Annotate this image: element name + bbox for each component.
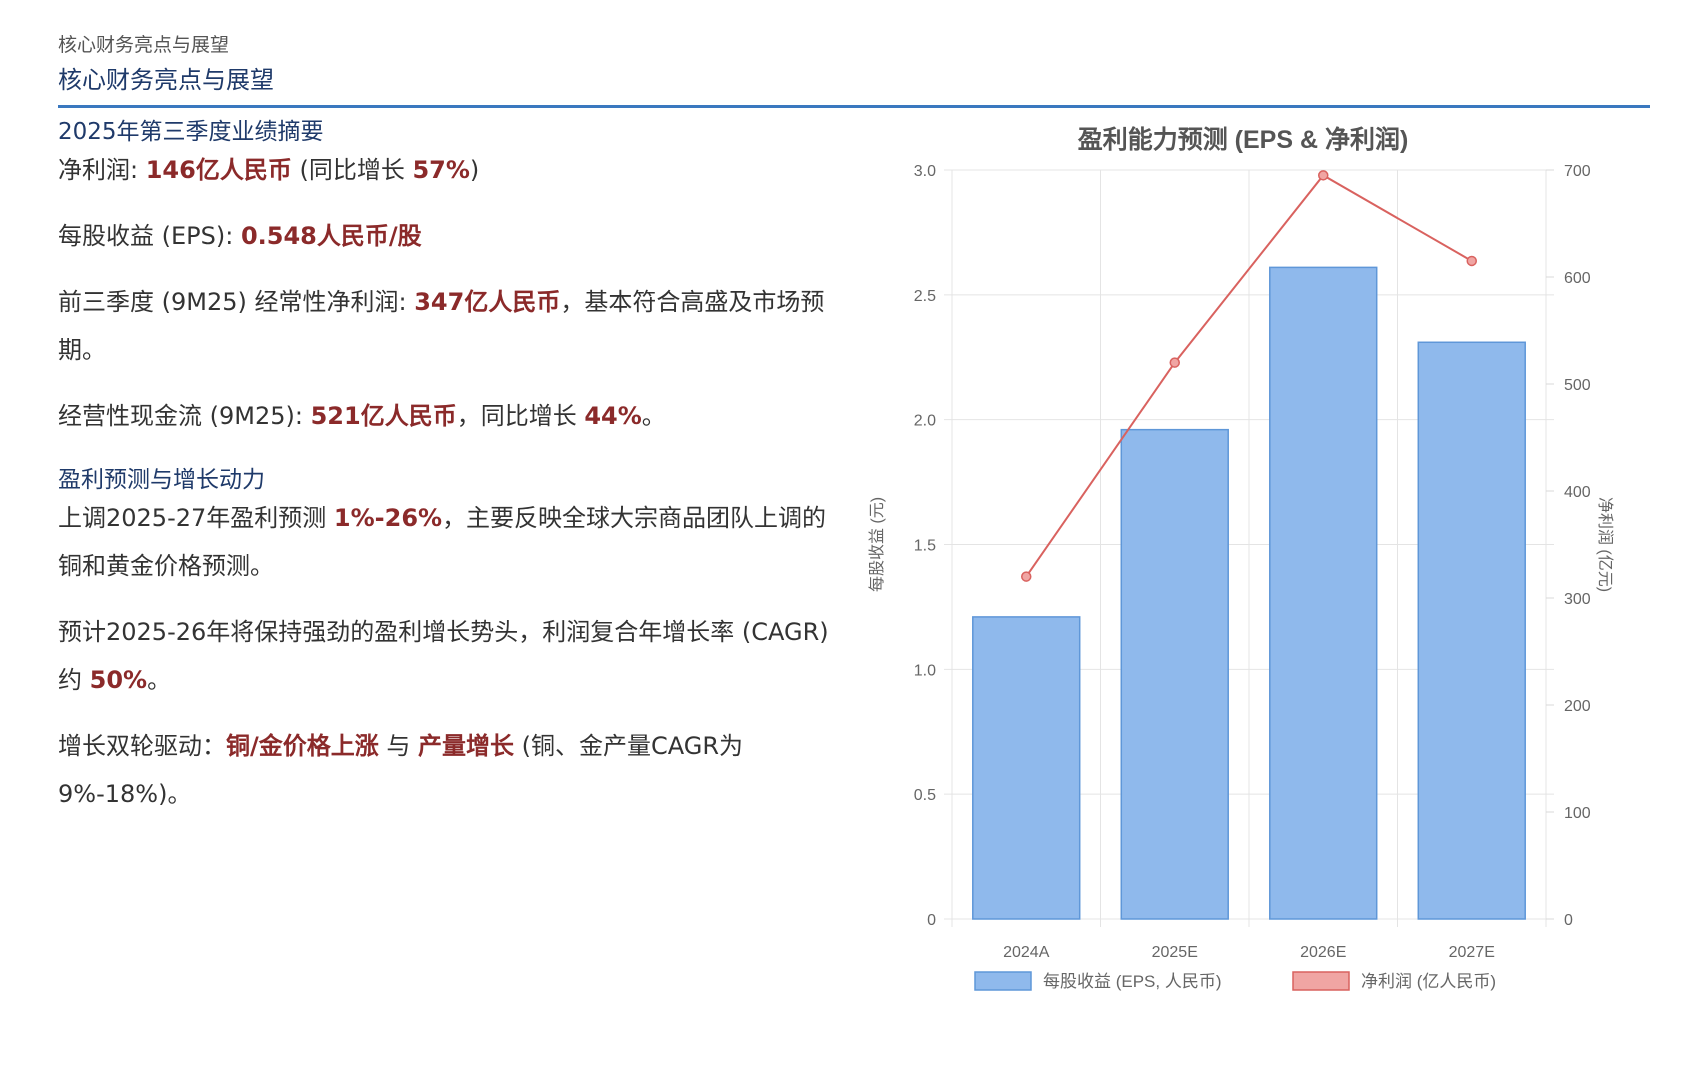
text: 上调2025-27年盈利预测	[58, 504, 334, 532]
forecast-revision-line: 上调2025-27年盈利预测 1%-26%，主要反映全球大宗商品团队上调的铜和黄…	[58, 494, 848, 590]
text: ，主要反映全球大宗商品团队上调的铜和黄金价格预测。	[58, 504, 827, 580]
highlight: 521亿人民币	[310, 402, 457, 430]
highlight: 0.548人民币/股	[240, 222, 422, 250]
y-left-tick-label: 3.0	[914, 163, 936, 180]
legend-label: 净利润 (亿人民币)	[1361, 972, 1496, 991]
legend-label: 每股收益 (EPS, 人民币)	[1043, 972, 1222, 991]
x-tick-label: 2027E	[1449, 944, 1495, 961]
x-tick-label: 2025E	[1152, 944, 1198, 961]
legend-swatch	[1292, 971, 1350, 991]
chart-container: 盈利能力预测 (EPS & 净利润) 0 0.5 1.0 1.5 2.0 2.5 3.0 0 1…	[860, 112, 1694, 1080]
y-left-tick-label: 2.0	[914, 413, 936, 430]
y-left-tick-label: 0.5	[914, 787, 936, 804]
y-left-tick-label: 1.5	[914, 538, 936, 555]
bar-2026E	[1269, 266, 1378, 920]
point-2027E	[1466, 255, 1477, 267]
text: 。	[147, 666, 172, 694]
x-tick-label: 2026E	[1300, 944, 1346, 961]
text: (同比增长	[291, 156, 413, 184]
text: 增长双轮驱动：	[58, 732, 226, 760]
summary-heading: 2025年第三季度业绩摘要	[58, 119, 324, 145]
text: 预计2025-26年将保持强劲的盈利增长势头，利润复合年增长率 (CAGR) 约	[58, 618, 829, 694]
text: 经营性现金流 (9M25):	[58, 402, 311, 430]
text: 每股收益 (EPS):	[58, 222, 241, 250]
bar-2024A	[972, 616, 1081, 920]
text: 净利润:	[58, 156, 146, 184]
legend: 每股收益 (EPS, 人民币) 净利润 (亿人民币)	[974, 971, 1496, 991]
net-profit-line	[1025, 174, 1473, 578]
y-right-tick-label: 700	[1564, 163, 1591, 180]
y-right-tick-label: 500	[1564, 377, 1591, 394]
recurring-profit-line: 前三季度 (9M25) 经常性净利润: 347亿人民币，基本符合高盛及市场预期。	[58, 278, 848, 374]
title-divider	[58, 105, 1650, 108]
text: 前三季度 (9M25) 经常性净利润:	[58, 288, 415, 316]
y-right-axis-title: 净利润 (亿元)	[1596, 497, 1614, 592]
y-right-tick-label: 400	[1564, 484, 1591, 501]
y-right-tick-label: 200	[1564, 698, 1591, 715]
eps-line: 每股收益 (EPS): 0.548人民币/股	[58, 212, 422, 260]
highlight: 347亿人民币	[414, 288, 561, 316]
breadcrumb: 核心财务亮点与展望	[58, 34, 230, 56]
text: ，基本符合高盛及市场预期。	[58, 288, 825, 364]
y-left-tick-label: 1.0	[914, 662, 936, 679]
y-right-tick-label: 0	[1564, 912, 1573, 929]
point-2025E	[1169, 357, 1180, 368]
line-series	[1021, 170, 1477, 582]
bar-2027E	[1417, 341, 1526, 920]
legend-swatch	[974, 971, 1032, 991]
forecast-heading: 盈利预测与增长动力	[58, 467, 265, 493]
y-right-tick-label: 300	[1564, 591, 1591, 608]
page-title: 核心财务亮点与展望	[58, 66, 274, 94]
profit-forecast-chart: 盈利能力预测 (EPS & 净利润) 0 0.5 1.0 1.5 2.0 2.5 3.0 0 1…	[868, 125, 1614, 991]
point-2024A	[1021, 571, 1032, 582]
net-profit-line: 净利润: 146亿人民币 (同比增长 57%)	[58, 146, 479, 194]
y-right-tick-label: 600	[1564, 270, 1591, 287]
y-left-tick-label: 0	[927, 912, 936, 929]
highlight: 44%	[584, 402, 642, 430]
highlight: 铜/金价格上涨	[226, 732, 379, 760]
chart-title: 盈利能力预测 (EPS & 净利润)	[1078, 125, 1409, 154]
y-left-tick-label: 2.5	[914, 288, 936, 305]
y-left-axis-title: 每股收益 (元)	[868, 497, 886, 592]
axes: 0 0.5 1.0 1.5 2.0 2.5 3.0 0 100 200 300 400 500 600 70…	[868, 163, 1614, 961]
cagr-line: 预计2025-26年将保持强劲的盈利增长势头，利润复合年增长率 (CAGR) 约…	[58, 608, 848, 704]
x-tick-label: 2024A	[1003, 944, 1050, 961]
growth-drivers-line: 增长双轮驱动：铜/金价格上涨 与 产量增长 (铜、金产量CAGR为9%-18%)…	[58, 722, 848, 818]
text: 。	[641, 402, 666, 430]
text: 与	[378, 732, 419, 760]
highlight: 50%	[89, 666, 148, 694]
text: ，同比增长	[456, 402, 585, 430]
bar-2025E	[1120, 428, 1229, 920]
highlight: 146亿人民币	[145, 156, 292, 184]
cashflow-line: 经营性现金流 (9M25): 521亿人民币，同比增长 44%。	[58, 392, 666, 440]
text: )	[469, 156, 480, 184]
y-right-tick-label: 100	[1564, 805, 1591, 822]
text: (铜、金产量CAGR为9%-18%)。	[58, 732, 744, 808]
highlight: 57%	[412, 156, 470, 184]
highlight: 1%-26%	[333, 504, 443, 532]
bar-series	[972, 266, 1526, 920]
highlight: 产量增长	[418, 732, 515, 760]
point-2026E	[1318, 170, 1329, 181]
